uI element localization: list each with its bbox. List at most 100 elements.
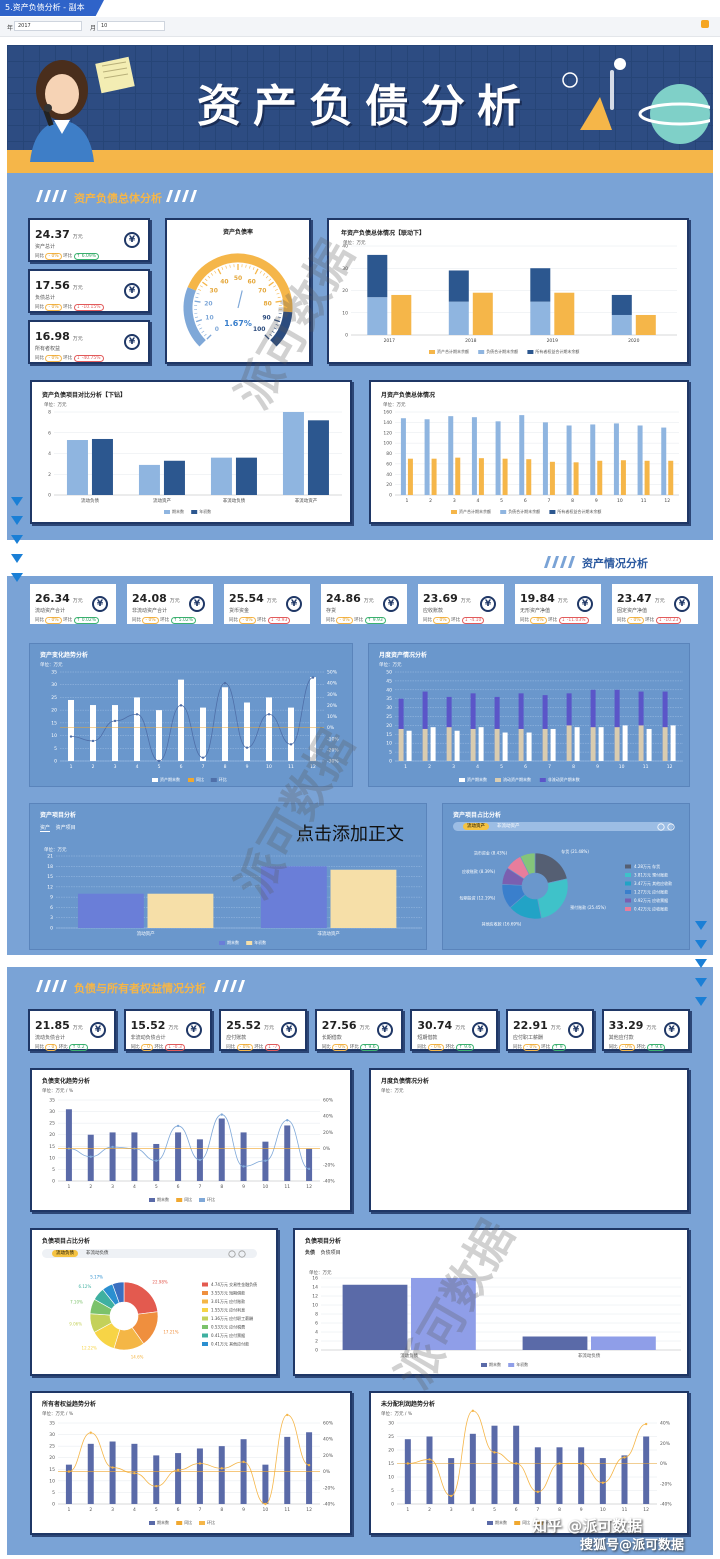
bar-start [411, 1278, 476, 1350]
scroll-arrow-icon[interactable] [11, 497, 23, 506]
y-tick-label: 15 [49, 1144, 55, 1150]
kpi-compare: 同比 - 0% 环比 ↑ 9.93 [326, 617, 402, 624]
legend-swatch [625, 864, 631, 869]
banner-strip [7, 150, 713, 173]
kpi-card: 16.98 万元 所有者权益 同比 - 0% 环比 ↓ -40.75% ¥ [28, 320, 150, 364]
bar-end [66, 440, 88, 495]
qoq-value: ↓ -0.93 [267, 617, 291, 624]
liab-trend-unit: 单位：万元 / % [42, 1089, 74, 1094]
x-tick-label: 8 [572, 764, 575, 770]
scroll-arrow-icon[interactable] [695, 940, 707, 949]
x-tick-label: 非流动负债 [578, 1352, 601, 1359]
x-tick-label: 7 [536, 1507, 539, 1513]
top-bar [0, 0, 720, 17]
kpi-unit: 万元 [72, 285, 83, 291]
qoq-point [135, 713, 139, 716]
y-tick-label: 30 [49, 1432, 55, 1438]
legend-swatch [246, 941, 253, 945]
gauge-tick [252, 266, 255, 270]
tab-asset-items[interactable]: 资产项目 [55, 825, 76, 831]
scroll-arrow-icon[interactable] [11, 516, 23, 525]
tab-liab[interactable]: 负债 [305, 1250, 316, 1256]
scroll-arrow-icon[interactable] [695, 997, 707, 1006]
bar-asset [620, 460, 626, 495]
placeholder-text[interactable]: 点击添加正文 [296, 824, 404, 845]
y2-tick-label: 20% [323, 1453, 334, 1459]
y-tick-label: 25 [386, 714, 392, 720]
legend-swatch [478, 350, 485, 354]
tab-asset[interactable]: 资产 [40, 825, 51, 832]
kpi-card: 24.08 万元 非流动资产合计 同比 - 0% 环比 ↑ 5.02% ¥ [125, 582, 215, 626]
gauge-tick [264, 334, 270, 340]
y-tick-label: 8 [48, 410, 51, 416]
x-tick-label: 2 [428, 1507, 431, 1513]
yoy-value: - 0% [619, 1044, 636, 1051]
export-icon[interactable] [701, 20, 709, 28]
kpi-compare: 同比 - 0% 环比 ↓ -11.03% [520, 617, 596, 624]
x-tick-label: 10 [263, 1184, 269, 1190]
x-tick-label: 7 [547, 498, 550, 504]
y-tick-label: 10 [312, 1303, 318, 1309]
bar-liab [367, 297, 388, 335]
x-tick-label: 6 [515, 1507, 518, 1513]
tag-current-assets[interactable]: 流动资产 [463, 823, 489, 830]
gauge-tick [196, 292, 200, 295]
tab-liab-items[interactable]: 负债项目 [320, 1250, 341, 1256]
bar-value [578, 1447, 585, 1504]
y-tick-label: 10 [342, 310, 348, 316]
scroll-arrow-icon[interactable] [11, 573, 23, 582]
scroll-arrow-icon[interactable] [695, 921, 707, 930]
pie-label: 存货 (21.48%) [561, 848, 589, 854]
y-tick-label: 15 [388, 1461, 394, 1467]
qoq-point [176, 1124, 180, 1128]
tag-noncurrent-assets[interactable]: 非流动资产 [497, 824, 520, 829]
scroll-arrow-icon[interactable] [11, 554, 23, 563]
yearly-unit: 单位：万元 [343, 241, 366, 246]
y-tick-label: 5 [389, 750, 392, 756]
legend-swatch [149, 1521, 155, 1525]
pie-label: 短期投资 (12.19%) [460, 895, 496, 901]
bar-equity [530, 268, 551, 302]
scroll-arrow-icon[interactable] [695, 978, 707, 987]
x-tick-label: 2 [429, 498, 432, 504]
kpi-label: 固定资产净值 [617, 608, 648, 614]
y-tick-label: 15 [49, 1467, 55, 1473]
x-tick-label: 7 [198, 1507, 201, 1513]
asset-pie-chart: 存货 (21.48%) 预付账款 (25.45%) 其他应收款 (16.69%) 短期… [460, 823, 675, 927]
kpi-card: 24.37 万元 资产总计 同比 - 0% 环比 ↑ 6.09% ¥ [28, 218, 150, 262]
legend-label: 同比 [196, 776, 204, 782]
kpi-value: 24.08 [132, 592, 167, 605]
legend-swatch [202, 1325, 208, 1329]
yearly-chart-card: 年资产负债总体情况【联动下】 单位：万元 0 10 20 30 40 2017 2018 20… [327, 218, 689, 364]
bar-end [210, 457, 232, 495]
pie-slice [123, 1281, 159, 1315]
y2-tick-label: 20% [327, 703, 338, 709]
yoy-value: - 0% [433, 617, 450, 624]
yoy-value: - 0% [239, 617, 256, 624]
year-select[interactable]: 2017 [14, 21, 82, 31]
gauge-band [187, 253, 293, 313]
scroll-arrow-icon[interactable] [695, 959, 707, 968]
scroll-arrow-icon[interactable] [11, 535, 23, 544]
legend-label: 年初数 [516, 1361, 528, 1367]
y-tick-label: 5 [52, 1167, 55, 1173]
legend-label: 环比 [207, 1519, 215, 1525]
tag-current-liab[interactable]: 流动负债 [52, 1250, 78, 1257]
tag-noncurrent-liab[interactable]: 非流动负债 [86, 1251, 109, 1256]
y-tick-label: 2 [315, 1339, 318, 1345]
bar-current [478, 727, 484, 761]
y-tick-label: 0 [54, 759, 57, 765]
legend-swatch [176, 1198, 183, 1202]
liab-pie-title: 负债项目占比分析 [42, 1238, 91, 1245]
qoq-point [111, 1145, 114, 1149]
x-tick-label: 2020 [628, 338, 640, 344]
month-select[interactable]: 10 [97, 21, 165, 31]
asset-monthly-title: 月度资产情况分析 [379, 652, 428, 659]
report-tab[interactable]: 5.资产负债分析 - 副本 [0, 0, 104, 16]
qoq-point [220, 1113, 223, 1116]
yen-icon: ¥ [286, 596, 302, 612]
bar-start [91, 438, 113, 495]
